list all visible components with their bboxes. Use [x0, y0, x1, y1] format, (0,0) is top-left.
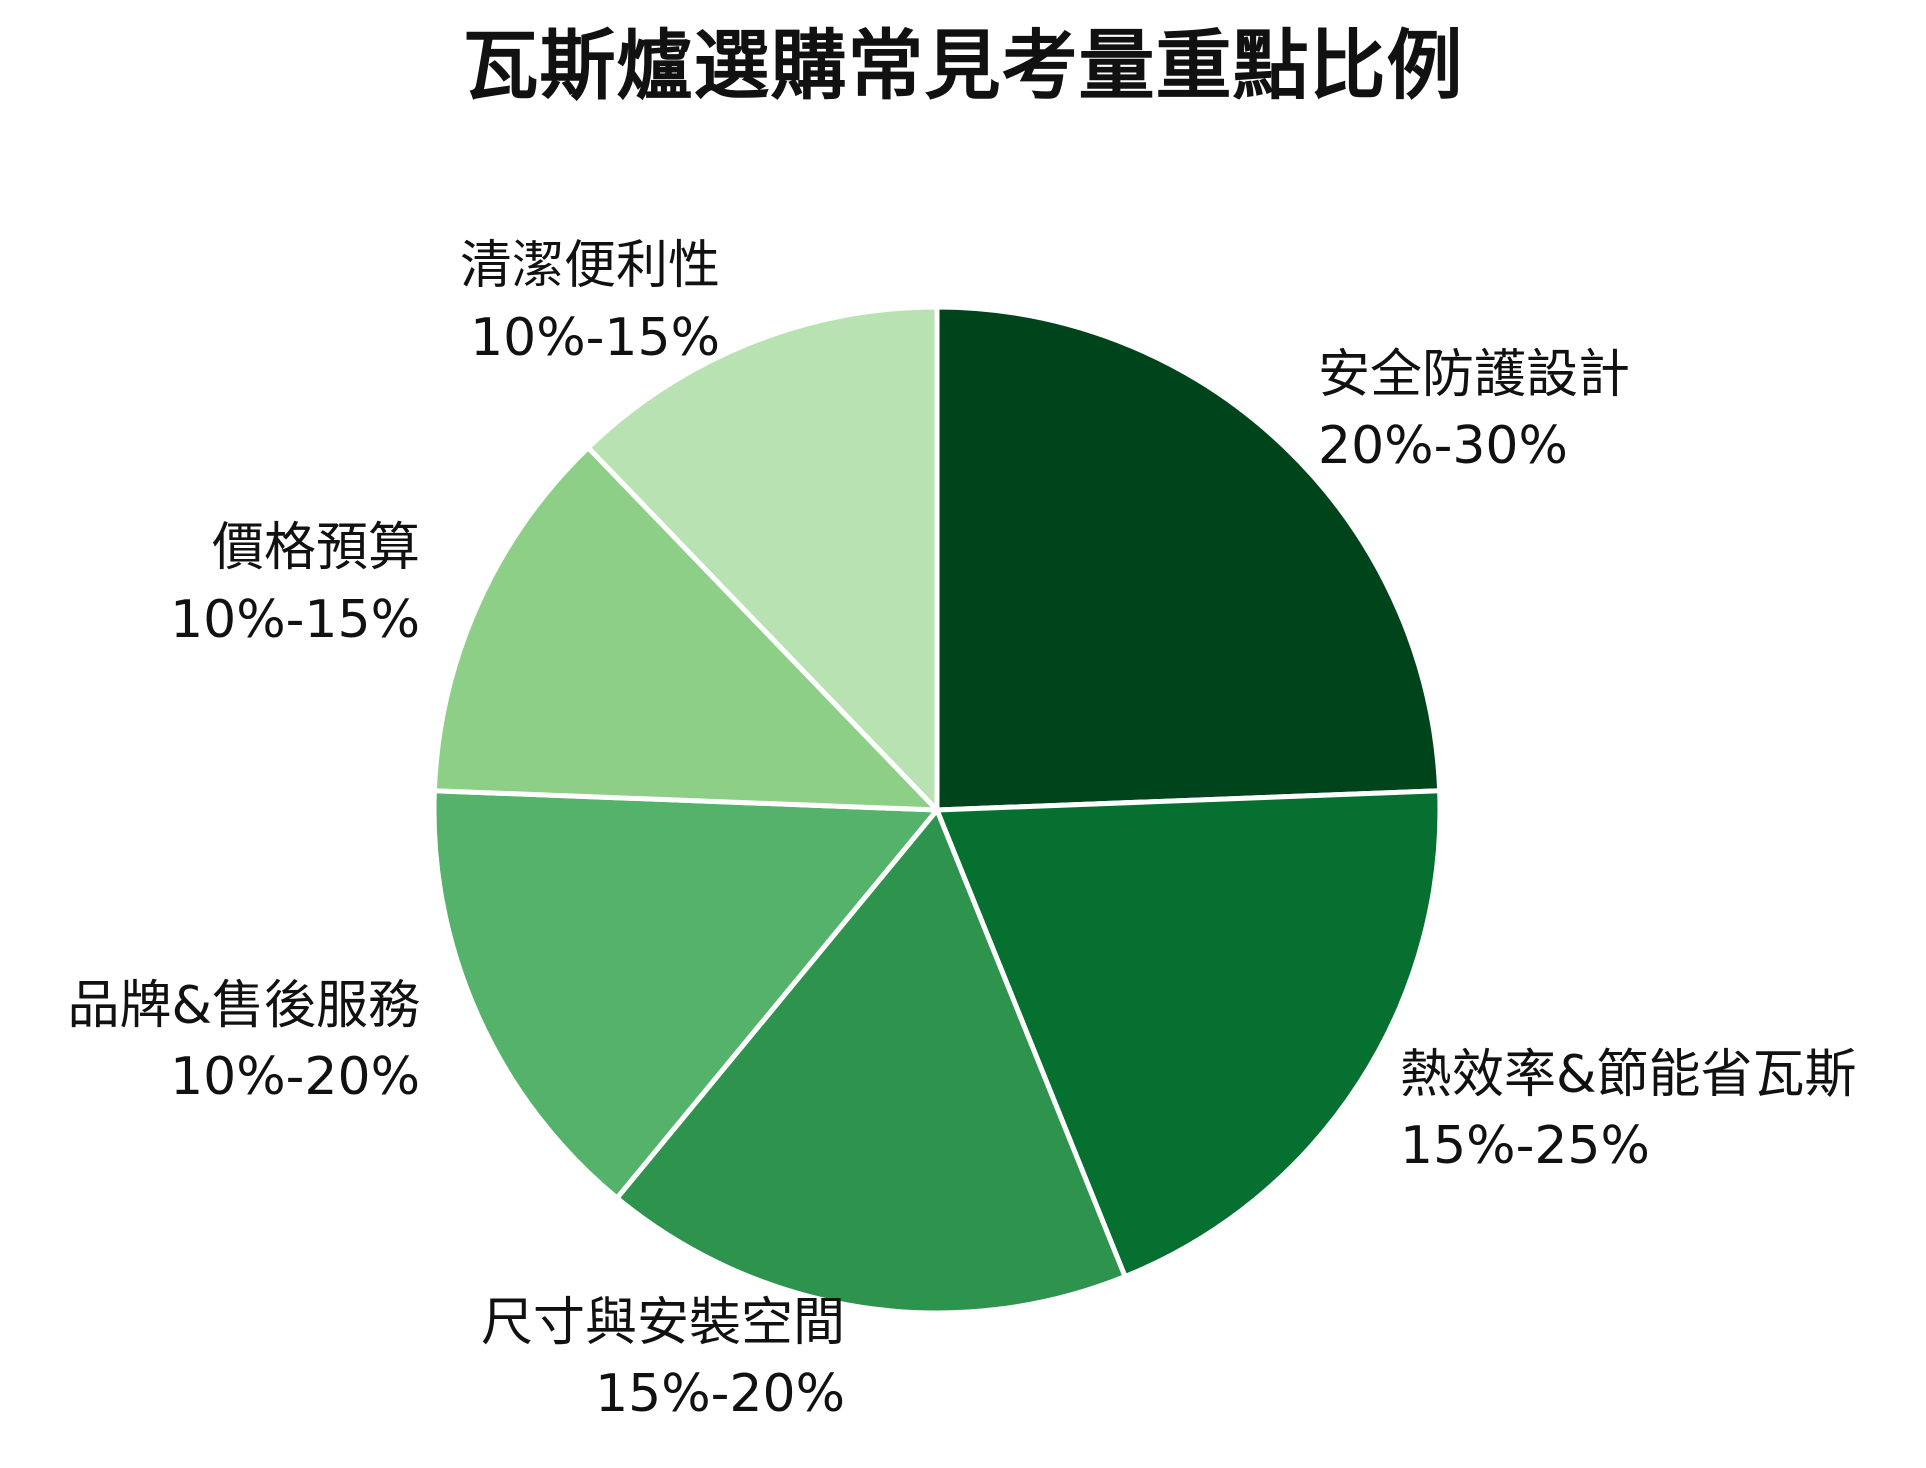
slice-percent-label: 15%-20%	[595, 1364, 845, 1424]
chart-title: 瓦斯爐選購常見考量重點比例	[462, 21, 1464, 110]
slice-percent-label: 10%-20%	[170, 1047, 420, 1107]
slice-category-label: 尺寸與安裝空間	[481, 1293, 845, 1353]
slice-labels: 安全防護設計 20%-30% 熱效率&節能省瓦斯 15%-25% 尺寸與安裝空間 15%-…	[67, 236, 1856, 1424]
pie-slice	[614, 807, 1128, 1316]
slice-category-label: 熱效率&節能省瓦斯	[1400, 1045, 1857, 1105]
pie-slice	[431, 788, 940, 1201]
slice-category-label: 價格預算	[212, 518, 420, 578]
pie-slice	[431, 445, 940, 813]
slice-category-label: 品牌&售後服務	[67, 976, 420, 1036]
pie-slice	[585, 304, 940, 813]
slice-percent-label: 15%-25%	[1400, 1116, 1650, 1176]
pie-slice	[934, 788, 1443, 1280]
slice-category-label: 清潔便利性	[460, 236, 720, 296]
pie-slices	[431, 304, 1443, 1316]
slice-percent-label: 20%-30%	[1318, 416, 1568, 476]
slice-category-label: 安全防護設計	[1318, 345, 1630, 405]
slice-percent-label: 10%-15%	[170, 590, 420, 650]
pie-slice	[934, 304, 1443, 813]
slice-percent-label: 10%-15%	[470, 308, 720, 368]
